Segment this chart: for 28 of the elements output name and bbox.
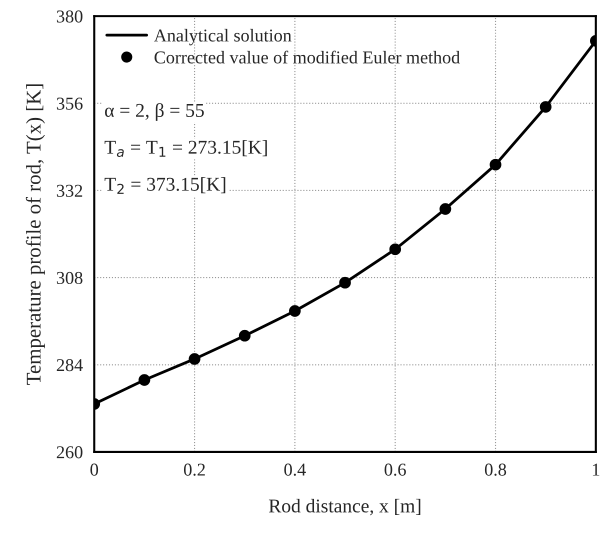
point (289, 305, 301, 317)
y-tick-label: 308 (56, 272, 82, 284)
y-tick-label: 260 (56, 446, 82, 458)
x-tick-label: 0 (90, 464, 98, 476)
point (389, 243, 402, 256)
annotation: α = 2, β = 55 (105, 103, 204, 121)
point (238, 330, 251, 342)
x-axis-title: Rod distance, x [m] (268, 498, 420, 516)
x-tick-label: 0.4 (284, 464, 306, 476)
y-tick-label: 380 (56, 10, 82, 23)
y-tick-label: 284 (56, 359, 83, 372)
x-tick-label: 0.6 (384, 464, 406, 476)
annotation: T$_{2}$ = 373.15[K] (104, 177, 226, 194)
x-tick-label: 0.8 (484, 464, 506, 476)
annotation: T$_{a}$ = T$_{1}$ = 273.15[K] (104, 140, 267, 157)
legend-label: Analytical solution (154, 28, 292, 46)
point (490, 158, 502, 171)
point (188, 353, 200, 365)
y-axis-title: Temperature profile of rod, T(x) [K] (26, 84, 45, 385)
point (339, 276, 351, 289)
x-tick-label: 0.2 (184, 464, 205, 476)
legend-label: Corrected value of modified Euler method (154, 50, 460, 64)
point (540, 101, 552, 113)
y-tick-label: 332 (56, 184, 82, 197)
point (440, 203, 452, 215)
y-tick-label: 356 (56, 98, 83, 110)
point (138, 374, 150, 386)
x-tick-label: 1 (592, 464, 600, 476)
